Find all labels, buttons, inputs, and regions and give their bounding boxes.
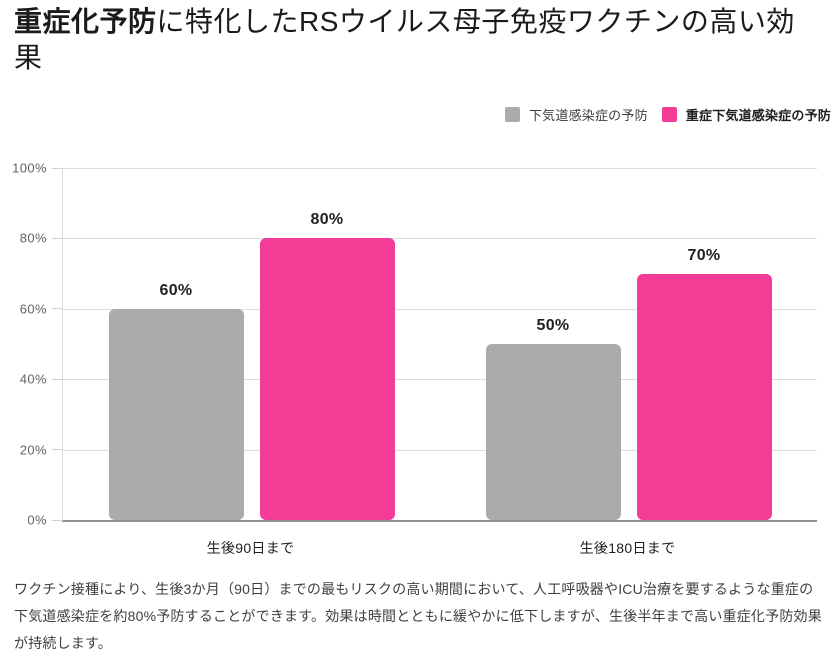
gridline bbox=[63, 308, 817, 310]
y-axis-tick bbox=[52, 519, 62, 521]
legend-label: 下気道感染症の予防 bbox=[528, 108, 648, 123]
title-rest: に特化したRSウイルス母子免疫ワクチンの高い効果 bbox=[14, 6, 795, 73]
y-axis-tick bbox=[52, 237, 62, 239]
bar: 60% bbox=[108, 282, 244, 520]
page-title: 重症化予防に特化したRSウイルス母子免疫ワクチンの高い効果 bbox=[14, 4, 820, 76]
gridline bbox=[63, 238, 817, 240]
y-axis-tick bbox=[52, 167, 62, 169]
x-axis-label: 生後180日まで bbox=[579, 540, 676, 556]
y-axis-tick bbox=[52, 378, 62, 380]
gridline bbox=[63, 449, 817, 451]
y-axis-tick-label: 100% bbox=[12, 160, 47, 176]
gridline bbox=[63, 379, 817, 381]
chart-description: ワクチン接種により、生後3か月（90日）までの最もリスクの高い期間において、人工… bbox=[14, 581, 822, 651]
x-axis-labels: 生後90日まで 生後180日まで bbox=[62, 538, 816, 558]
bar-group: 50% 70% bbox=[440, 168, 817, 520]
bar-value-label: 80% bbox=[310, 211, 344, 229]
legend-item: 下気道感染症の予防 bbox=[504, 105, 648, 124]
bar: 50% bbox=[485, 317, 621, 520]
legend-swatch-icon bbox=[504, 107, 520, 122]
gridline bbox=[63, 168, 817, 169]
bar-group: 60% 80% bbox=[63, 168, 440, 520]
legend-label: 重症下気道感染症の予防 bbox=[685, 108, 831, 123]
chart-legend: 下気道感染症の予防 重症下気道感染症の予防 bbox=[504, 105, 831, 124]
legend-swatch-icon bbox=[661, 107, 677, 122]
bar-chart: 100% 80% 60% 40% 20% 0% 60% 80% 50% 70% bbox=[12, 161, 817, 528]
y-axis-tick-label: 80% bbox=[19, 230, 47, 246]
bar: 80% bbox=[259, 211, 395, 520]
bar-value-label: 60% bbox=[159, 281, 193, 299]
legend-item: 重症下気道感染症の予防 bbox=[661, 105, 831, 124]
y-axis-tick-label: 20% bbox=[19, 442, 47, 458]
x-axis-label: 生後90日まで bbox=[206, 540, 295, 556]
bar-groups: 60% 80% 50% 70% bbox=[63, 168, 817, 520]
bar-value-label: 70% bbox=[687, 246, 721, 264]
y-axis-tick-label: 60% bbox=[19, 301, 47, 317]
y-axis-tick bbox=[52, 449, 62, 451]
title-emphasis: 重症化予防 bbox=[14, 6, 157, 37]
bar: 70% bbox=[636, 247, 772, 520]
bar-value-label: 50% bbox=[536, 317, 570, 334]
y-axis-tick bbox=[52, 308, 62, 310]
y-axis-tick-label: 40% bbox=[19, 371, 47, 387]
y-axis-tick-label: 0% bbox=[27, 512, 47, 528]
